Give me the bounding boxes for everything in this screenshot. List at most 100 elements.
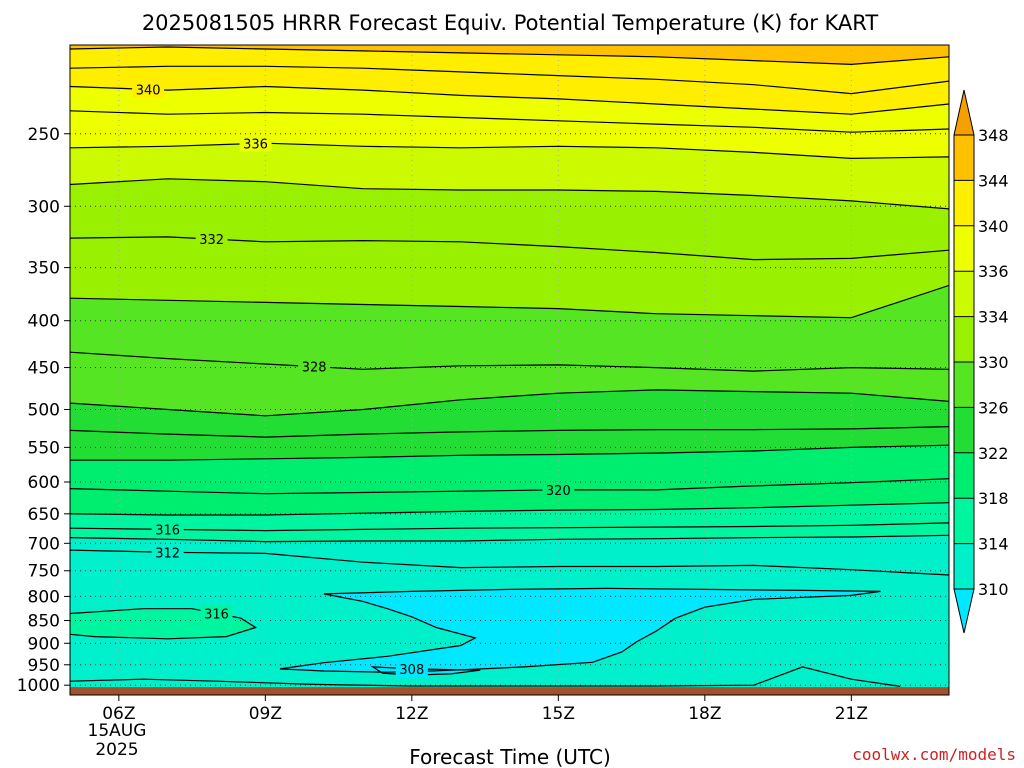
y-tick-label-850: 850 <box>28 612 60 632</box>
contour-316 <box>70 522 949 532</box>
colorbar-segment-326 <box>954 362 974 408</box>
colorbar-segment-344 <box>954 135 974 181</box>
contour-316 <box>70 608 258 640</box>
contour-label-328: 328 <box>302 361 327 376</box>
contour-312 <box>70 666 901 687</box>
colorbar-label-336: 336 <box>978 262 1009 281</box>
plot-frame <box>69 44 950 696</box>
color-fills <box>70 45 949 695</box>
contour-label-332: 332 <box>199 233 224 248</box>
grid-lines <box>70 45 949 695</box>
ground-layer <box>70 687 949 695</box>
y-tick-label-400: 400 <box>28 312 60 332</box>
contour-label-bg-316 <box>200 605 233 622</box>
fill-band-333 <box>70 178 949 260</box>
contour-342 <box>70 65 949 95</box>
fill-band-321 <box>70 445 949 494</box>
fill-band-331 <box>70 236 949 318</box>
date-label: 15AUG <box>88 721 147 741</box>
colorbar-segment-336 <box>954 225 974 272</box>
y-tick-label-900: 900 <box>28 634 60 654</box>
contour-314 <box>70 534 949 543</box>
contour-label-bg-328 <box>298 358 331 375</box>
fill-band-343 <box>70 47 949 94</box>
fill-band-325 <box>70 389 949 438</box>
credit-text: coolwx.com/models <box>852 745 1016 764</box>
x-tick-label-18Z: 18Z <box>688 704 721 724</box>
fill-band-315 <box>70 522 949 542</box>
fill-band-327 <box>70 352 949 416</box>
y-tick-label-450: 450 <box>28 359 60 379</box>
colorbar-label-334: 334 <box>978 308 1009 327</box>
y-tick-label-300: 300 <box>28 197 60 217</box>
y-axis: 2503003504004505005506006507007508008509… <box>17 125 70 696</box>
y-tick-label-550: 550 <box>28 438 60 458</box>
fill-band-341 <box>70 66 949 115</box>
contour-label-bg-340 <box>132 81 165 98</box>
colorbar-label-330: 330 <box>978 353 1009 372</box>
contour-320 <box>70 478 949 495</box>
fill-band-339 <box>70 86 949 133</box>
colorbar-segment-322 <box>954 407 974 453</box>
fill-band-313 <box>70 535 949 575</box>
contour-label-340: 340 <box>136 83 161 98</box>
contour-label-bg-308 <box>395 660 428 677</box>
contour-326 <box>70 389 949 417</box>
contour-label-312: 312 <box>155 546 180 561</box>
contour-lines <box>70 46 949 687</box>
colorbar-segment-334 <box>954 271 974 317</box>
x-tick-label-15Z: 15Z <box>542 704 575 724</box>
colorbar-segment-318 <box>954 452 974 499</box>
contour-318 <box>70 502 949 516</box>
contour-label-316: 316 <box>204 607 229 622</box>
colorbar-label-340: 340 <box>978 217 1009 236</box>
colorbar-segment-340 <box>954 180 974 226</box>
x-tick-label-09Z: 09Z <box>249 704 282 724</box>
contour-label-bg-320 <box>542 481 575 498</box>
colorbar-segment-330 <box>954 316 974 362</box>
x-tick-label-21Z: 21Z <box>835 704 868 724</box>
colorbar-label-322: 322 <box>978 444 1009 463</box>
contour-310 <box>279 587 881 673</box>
y-tick-label-700: 700 <box>28 534 60 554</box>
fill-band-329 <box>70 285 949 372</box>
x-tick-label-06Z: 06Z <box>102 704 135 724</box>
ground-fill <box>70 687 949 695</box>
fill-band-317 <box>70 502 949 531</box>
y-tick-label-350: 350 <box>28 259 60 279</box>
contour-label-320: 320 <box>546 484 571 499</box>
y-tick-label-750: 750 <box>28 562 60 582</box>
colorbar-top-arrow <box>953 89 975 136</box>
colorbar-segment-314 <box>954 498 974 544</box>
fill-band-337 <box>70 110 949 159</box>
colorbar-segment-310 <box>954 543 974 589</box>
contour-label-336: 336 <box>243 138 268 153</box>
contour-312 <box>70 549 949 576</box>
contour-label-308: 308 <box>399 663 424 678</box>
colorbar-label-314: 314 <box>978 535 1009 554</box>
contour-336 <box>70 142 949 160</box>
contour-340 <box>70 85 949 115</box>
contour-label-bg-316 <box>151 521 184 538</box>
chart-title: 2025081505 HRRR Forecast Equiv. Potentia… <box>142 11 879 35</box>
fill-band-335 <box>70 143 949 209</box>
colorbar-label-348: 348 <box>978 126 1009 145</box>
contour-label-bg-312 <box>151 544 184 561</box>
fill-band-323 <box>70 426 949 461</box>
contour-322 <box>70 444 949 461</box>
plot-area <box>70 45 949 695</box>
colorbar-label-318: 318 <box>978 489 1009 508</box>
x-axis-title: Forecast Time (UTC) <box>409 745 611 768</box>
colorbar-label-310: 310 <box>978 580 1009 599</box>
contour-labels: 340 336 332 328 320 316 312 316 308 <box>132 81 575 678</box>
y-tick-label-250: 250 <box>28 125 60 145</box>
y-tick-label-800: 800 <box>28 587 60 607</box>
y-tick-label-500: 500 <box>28 400 60 420</box>
colorbar-bottom-arrow <box>953 588 975 634</box>
year-label: 2025 <box>95 740 138 760</box>
contour-338 <box>70 110 949 133</box>
x-axis: 06Z 09Z 12Z 15Z 18Z 21Z <box>102 695 868 724</box>
colorbar: 310 314 318 322 326 330 334 336 340 344 348 <box>953 89 1009 634</box>
y-tick-label-950: 950 <box>28 656 60 676</box>
